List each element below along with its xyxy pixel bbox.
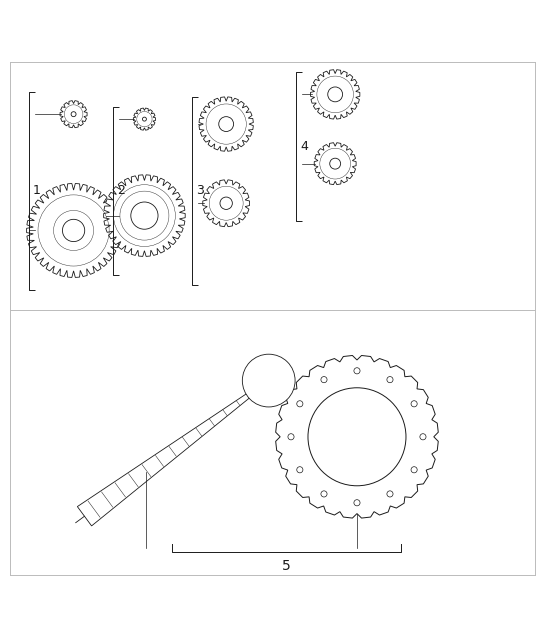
Text: 1: 1 [33,185,41,197]
Polygon shape [77,382,265,526]
Circle shape [354,500,360,506]
Circle shape [297,467,303,473]
Circle shape [243,354,295,407]
Polygon shape [60,100,87,127]
Polygon shape [314,143,356,185]
Polygon shape [104,175,185,256]
Circle shape [220,197,232,209]
Circle shape [330,158,341,169]
Circle shape [354,368,360,374]
Circle shape [71,112,76,117]
Circle shape [328,87,343,102]
Text: 2: 2 [117,185,125,197]
Polygon shape [199,97,253,151]
Circle shape [308,387,406,486]
Circle shape [131,202,158,229]
Polygon shape [311,70,360,119]
Circle shape [288,434,294,440]
Circle shape [63,219,84,242]
Text: 3: 3 [196,185,204,197]
Text: 4: 4 [300,140,308,153]
Circle shape [411,467,417,473]
Polygon shape [203,180,250,227]
Circle shape [411,401,417,407]
Polygon shape [276,355,438,518]
Text: 5: 5 [282,559,290,573]
Circle shape [297,401,303,407]
Circle shape [321,377,327,382]
Circle shape [387,377,393,382]
Circle shape [387,491,393,497]
Circle shape [219,117,234,131]
Polygon shape [27,183,120,278]
Polygon shape [134,108,155,130]
Circle shape [142,117,147,121]
Circle shape [321,491,327,497]
Circle shape [420,434,426,440]
